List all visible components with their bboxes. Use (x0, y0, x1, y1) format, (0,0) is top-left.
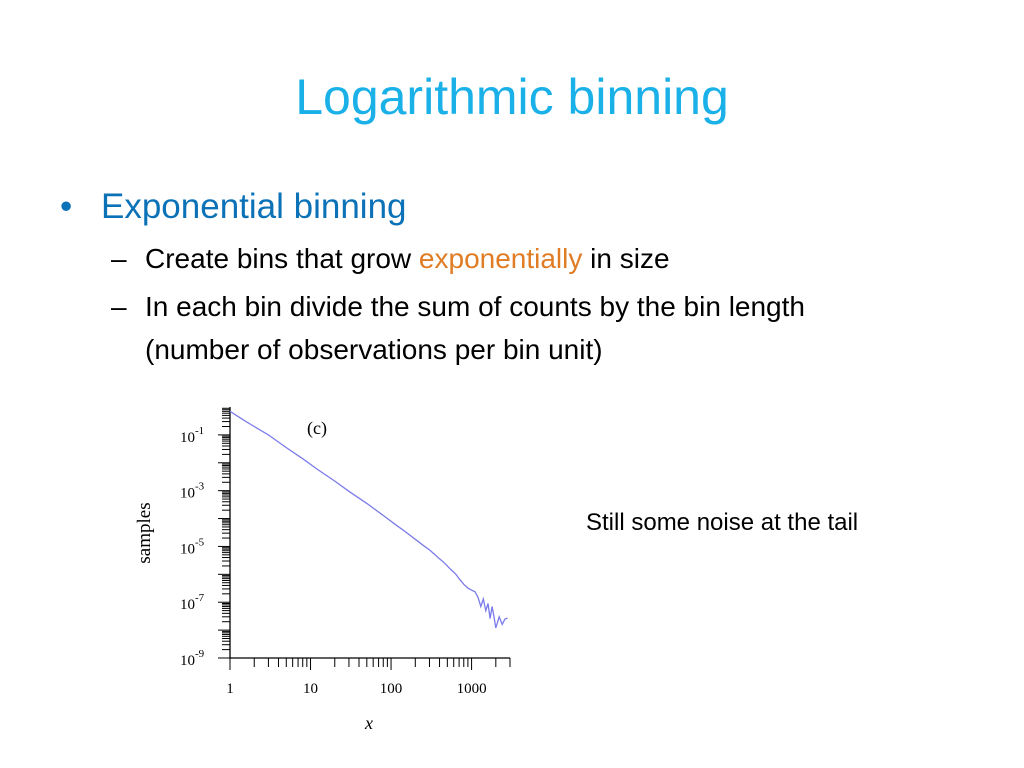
y-tick-base: 10 (180, 653, 195, 669)
bullet-dot-icon: • (60, 187, 73, 226)
sub-text-before: Create bins that grow (145, 243, 419, 274)
bullet-text: Exponential binning (101, 187, 407, 226)
highlight-exponentially: exponentially (418, 243, 583, 274)
y-axis-label: samples (134, 502, 155, 563)
y-tick-exponent: -5 (195, 536, 205, 548)
x-tick-label: 10 (303, 681, 318, 697)
sub-bullet-text-line1: In each bin divide the sum of counts by … (145, 291, 805, 322)
y-tick-label: 10-7 (180, 592, 205, 613)
y-tick-base: 10 (180, 541, 195, 557)
y-tick-exponent: -9 (195, 648, 205, 660)
x-tick-label: 1000 (457, 681, 487, 697)
bullet-exponential-binning: • Exponential binning (60, 186, 407, 228)
y-tick-label: 10-3 (180, 481, 205, 502)
x-tick-label: 100 (380, 681, 403, 697)
sub-bullet-text: Create bins that grow exponentially in s… (145, 237, 670, 280)
y-tick-exponent: -1 (195, 425, 204, 437)
sub-bullet-text-line2: (number of observations per bin unit) (145, 334, 603, 365)
y-tick-base: 10 (180, 597, 195, 613)
y-tick-label: 10-9 (180, 648, 205, 669)
y-tick-base: 10 (180, 486, 195, 502)
x-tick-label: 1 (226, 681, 234, 697)
log-log-chart: 10-110-310-510-710-91 10 100 1000xsamples(c… (134, 407, 511, 733)
dash-icon: – (111, 243, 127, 274)
x-axis-label: x (364, 713, 373, 733)
y-tick-base: 10 (180, 430, 195, 446)
sub-text-after: in size (582, 243, 670, 274)
y-tick-label: 10-1 (180, 425, 204, 446)
panel-label: (c) (307, 418, 327, 439)
y-tick-label: 10-5 (180, 536, 205, 557)
dash-icon: – (111, 291, 127, 322)
y-tick-exponent: -3 (195, 481, 205, 493)
slide-title: Logarithmic binning (295, 69, 729, 125)
series-line (229, 410, 508, 629)
y-tick-exponent: -7 (195, 592, 205, 604)
tail-noise-note: Still some noise at the tail (586, 509, 859, 536)
